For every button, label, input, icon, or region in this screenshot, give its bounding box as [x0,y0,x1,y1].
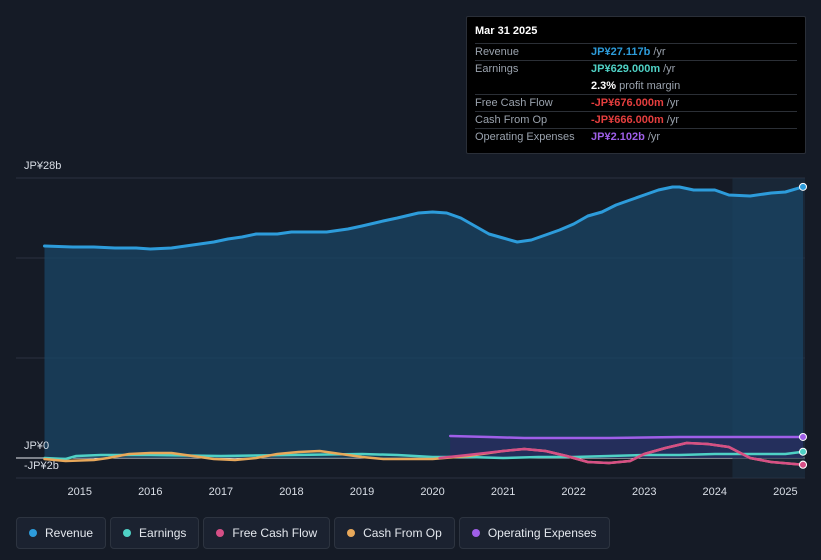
tooltip-row-label: Free Cash Flow [475,97,553,109]
revenue-end-point [799,182,807,191]
free-cash-flow-line [438,441,805,467]
x-tick-label: 2019 [350,486,374,498]
x-tick-label: 2025 [773,486,797,498]
tooltip-row-label: Revenue [475,46,520,58]
x-tick-label: 2015 [68,486,92,498]
tooltip-row: Cash From Op -JP¥666.000m/yr [475,111,797,128]
free-cash-flow-end-point [799,460,807,469]
y-label-bottom: -JP¥2b [24,460,59,472]
tooltip-row-value: -JP¥666.000m [591,114,664,126]
legend-dot-icon [123,529,132,537]
tooltip-row: Operating Expenses JP¥2.102b/yr [475,128,797,145]
tooltip-row-label: Earnings [475,63,519,75]
legend-dot-icon [216,529,225,537]
x-tick-label: 2021 [491,486,515,498]
tooltip-row: Earnings JP¥629.000m/yr [475,60,797,77]
legend-item-cash-from-op[interactable]: Cash From Op [334,517,455,549]
y-label-zero: JP¥0 [24,440,50,452]
revenue-area [44,186,803,459]
tooltip-row-label: Cash From Op [475,114,548,126]
legend-label: Free Cash Flow [232,526,318,540]
tooltip-row-value: JP¥2.102b [591,131,645,143]
tooltip-row-value: JP¥629.000m [591,63,661,75]
tooltip-row-unit: /yr [647,131,661,143]
y-label-top: JP¥28b [24,160,62,172]
operating-expenses-end-point [799,432,807,441]
tooltip-row: 2.3% profit margin [475,77,797,94]
tooltip-row: Free Cash Flow -JP¥676.000m/yr [475,94,797,111]
legend-dot-icon [471,529,480,537]
operating-expenses-area [450,436,803,458]
operating-expenses-line [448,434,805,440]
legend-label: Cash From Op [363,526,442,540]
data-tooltip: Mar 31 2025 Revenue JP¥27.117b/yr Earnings… [466,16,806,154]
legend-item-operating-expenses[interactable]: Operating Expenses [458,517,610,549]
legend-label: Earnings [139,526,187,540]
legend-item-earnings[interactable]: Earnings [110,517,200,549]
tooltip-row-label: Operating Expenses [475,131,575,143]
legend-label: Operating Expenses [487,526,597,540]
x-tick-label: 2016 [138,486,162,498]
tooltip-row-unit: /yr [663,63,676,75]
x-tick-label: 2018 [279,486,303,498]
chart-legend: Revenue Earnings Free Cash Flow Cash From O… [16,517,610,549]
x-tick-label: 2023 [632,486,656,498]
x-tick-label: 2022 [561,486,585,498]
tooltip-row-value: JP¥27.117b [591,46,651,58]
tooltip-row-value: 2.3% [591,79,617,92]
x-tick-label: 2017 [209,486,233,498]
earnings-end-point [799,447,807,456]
tooltip-row-unit: /yr [653,46,666,58]
tooltip-date: Mar 31 2025 [475,25,538,37]
tooltip-row-unit: /yr [666,97,680,109]
legend-item-free-cash-flow[interactable]: Free Cash Flow [203,517,331,549]
tooltip-row: Revenue JP¥27.117b/yr [475,43,797,60]
legend-dot-icon [347,529,356,537]
tooltip-row-value: -JP¥676.000m [591,97,664,109]
x-tick-label: 2024 [703,486,727,498]
legend-label: Revenue [45,526,94,540]
revenue-line [43,185,805,251]
tooltip-row-unit: profit margin [619,79,681,92]
legend-dot-icon [29,529,37,537]
x-tick-label: 2020 [420,486,444,498]
tooltip-row-unit: /yr [666,114,680,126]
legend-item-revenue[interactable]: Revenue [16,517,107,549]
